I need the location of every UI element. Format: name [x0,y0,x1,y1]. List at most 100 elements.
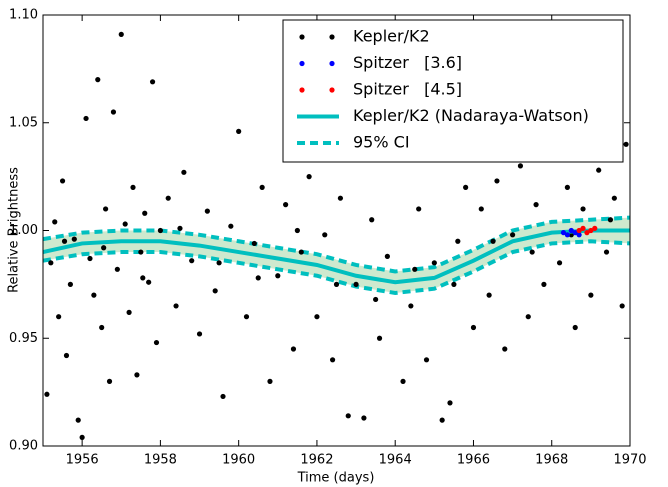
data-point [118,31,124,37]
data-point [212,288,218,294]
data-point [463,184,469,190]
data-point [439,417,445,423]
y-tick-label: 0.95 [9,331,38,346]
data-point [67,281,73,287]
data-point [345,413,351,419]
data-point [48,260,54,266]
data-point [517,163,524,169]
data-point [478,206,484,212]
data-point [255,275,261,281]
data-point [61,238,68,244]
data-point [259,184,265,190]
data-point [333,281,340,287]
data-point [126,309,132,315]
data-point [189,258,195,264]
legend-label: Spitzer [3.6] [353,53,462,72]
data-point [607,217,614,223]
data-point [63,352,70,359]
data-point [576,227,582,234]
data-point [541,281,547,287]
data-point [59,178,66,184]
data-point [44,391,50,397]
data-point [568,227,574,234]
data-point [431,260,437,266]
x-tick-label: 1970 [613,453,646,468]
legend-swatch [329,87,335,93]
data-point [529,249,535,255]
data-point [376,335,383,341]
data-point [138,249,144,255]
data-point [603,249,610,255]
legend-label: 95% CI [353,133,410,152]
data-point [83,115,89,122]
legend-label: Kepler/K2 [353,27,430,46]
data-point [294,227,300,234]
data-point [267,378,273,384]
legend-swatch [299,60,305,67]
data-point [314,314,320,320]
data-point [623,141,629,147]
y-axis-label: Relative Brightness [7,167,22,293]
x-tick-label: 1956 [66,453,99,468]
data-point [455,238,461,244]
data-point [619,303,625,309]
data-point [416,206,422,212]
data-point [140,275,146,281]
data-point [99,324,105,331]
ci-band [43,217,630,293]
data-point [91,292,97,298]
data-point [283,202,289,208]
data-point [588,227,594,234]
y-tick-label: 0.90 [9,439,38,454]
data-point [157,227,163,234]
data-point [564,184,570,190]
data-point [470,324,477,331]
data-point [220,393,226,400]
data-point [369,217,375,223]
data-point [95,77,101,83]
data-point [400,378,406,384]
data-point [298,249,304,255]
x-tick-label: 1960 [222,453,255,468]
data-point [71,236,77,242]
data-point [251,240,257,247]
y-tick-label: 1.10 [9,8,38,23]
x-axis-label: Time (days) [297,471,375,486]
data-point [275,273,281,279]
data-point [533,202,539,208]
legend-label: Kepler/K2 (Nadaraya-Watson) [353,106,589,125]
data-point [486,292,492,298]
legend-box [282,19,624,163]
legend-label: Spitzer [4.5] [353,80,462,99]
data-point [384,253,390,259]
data-point [337,195,344,201]
x-tick-label: 1958 [144,453,177,468]
data-point [572,230,578,236]
data-point [236,128,242,134]
data-point [106,378,113,384]
data-point [588,292,594,298]
data-point [592,225,598,231]
data-point [153,339,160,346]
data-point [525,314,531,320]
data-point [101,245,107,251]
data-point [560,230,567,236]
data-point [204,208,210,214]
data-point [134,372,140,378]
data-point [87,255,93,262]
data-point [79,434,85,440]
x-tick-label: 1966 [457,453,490,468]
data-point [329,357,336,363]
data-point [490,238,496,244]
data-point [114,266,120,272]
data-point [584,230,590,236]
data-point [216,260,222,266]
legend-swatch [299,87,305,93]
data-point [572,324,578,331]
data-point [596,167,602,173]
data-point [361,415,367,421]
data-point [611,195,617,201]
data-point [423,357,430,363]
data-point [447,400,453,406]
data-point [75,417,81,423]
